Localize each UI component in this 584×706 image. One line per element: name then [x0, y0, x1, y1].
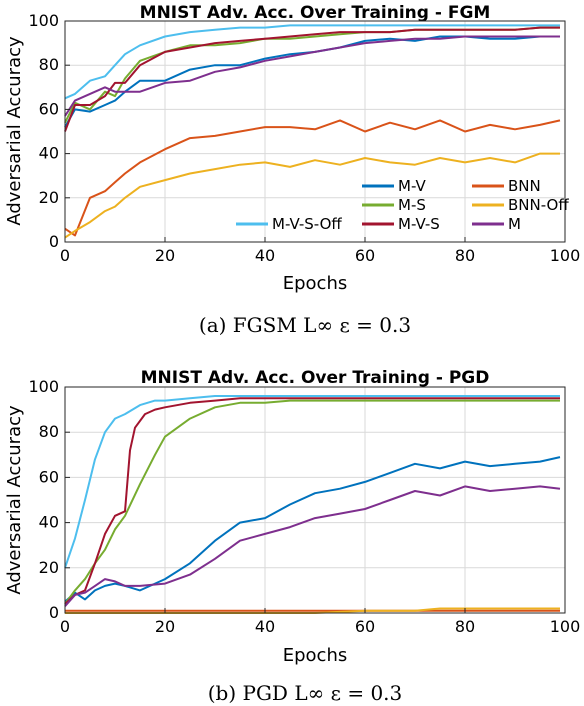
y-tick-label: 40: [39, 513, 59, 532]
y-tick-label: 40: [39, 144, 59, 163]
plot-frame: [64, 20, 566, 243]
series-line-m-s: [64, 399, 560, 605]
x-tick-label: 0: [60, 246, 70, 265]
x-axis-label: Epochs: [283, 645, 348, 666]
y-tick-label: 60: [39, 99, 59, 118]
y-tick-label: 80: [39, 422, 59, 441]
series-line-m-v: [64, 35, 560, 128]
y-tick-label: 100: [28, 377, 59, 396]
series-line-m-v: [64, 456, 561, 603]
x-tick-label: 40: [255, 617, 275, 636]
y-axis-label: Adversarial Accuracy: [4, 405, 25, 595]
legend-label: BNN-Off: [508, 196, 569, 214]
legend-label: M: [508, 215, 521, 233]
legend-label: M-V-S: [398, 215, 440, 233]
y-tick-label: 0: [49, 603, 59, 622]
x-ticks: 0 20 40 60 80 100: [60, 608, 580, 636]
series-line-m-v-s-off: [64, 24, 560, 100]
x-tick-label: 60: [355, 617, 375, 636]
legend-label: BNN: [508, 177, 541, 195]
x-tick-label: 20: [155, 617, 175, 636]
x-tick-label: 40: [255, 246, 275, 265]
y-tick-label: 100: [28, 11, 59, 30]
caption-a: (a) FGSM L∞ ε = 0.3: [199, 313, 411, 337]
series-line-m: [64, 485, 561, 607]
series-line-m-v-s-off: [64, 395, 560, 569]
x-tick-label: 100: [550, 246, 581, 265]
chart-fgm: MNIST Adv. Acc. Over Training - FGM 0 20 4…: [4, 3, 580, 294]
legend-label: M-S: [398, 196, 426, 214]
x-tick-label: 80: [455, 617, 475, 636]
series-lines: [64, 24, 561, 239]
series-line-bnn-off: [64, 152, 560, 239]
x-tick-label: 60: [355, 246, 375, 265]
series-line-m-s: [64, 26, 560, 124]
y-ticks: 0 20 40 60 80 100: [28, 377, 70, 622]
grid: [64, 20, 566, 243]
legend: M-V BNN M-S BNN-Off M-V-S-Off M-V-S M: [236, 177, 569, 233]
y-tick-label: 60: [39, 467, 59, 486]
chart-title: MNIST Adv. Acc. Over Training - PGD: [141, 368, 490, 388]
series-line-m: [64, 35, 560, 117]
series-line-m-v-s: [64, 397, 560, 605]
y-tick-label: 20: [39, 558, 59, 577]
x-tick-label: 100: [550, 617, 581, 636]
x-ticks: 0 20 40 60 80 100: [60, 237, 580, 265]
x-tick-label: 20: [155, 246, 175, 265]
y-tick-label: 80: [39, 55, 59, 74]
series-lines: [64, 395, 561, 614]
plot-frame: [64, 386, 566, 614]
series-line-bnn: [64, 119, 561, 237]
legend-label: M-V-S-Off: [272, 215, 342, 233]
x-tick-label: 0: [60, 617, 70, 636]
y-ticks: 0 20 40 60 80 100: [28, 11, 70, 251]
legend-label: M-V: [398, 177, 426, 195]
x-tick-label: 80: [455, 246, 475, 265]
y-axis-label: Adversarial Accuracy: [4, 36, 25, 226]
chart-title: MNIST Adv. Acc. Over Training - FGM: [140, 3, 491, 23]
caption-b: (b) PGD L∞ ε = 0.3: [208, 681, 403, 705]
series-line-m-v-s: [64, 26, 560, 132]
x-axis-label: Epochs: [283, 273, 348, 294]
y-tick-label: 0: [49, 232, 59, 251]
chart-pgd: MNIST Adv. Acc. Over Training - PGD 0 20 4…: [4, 368, 580, 666]
y-tick-label: 20: [39, 188, 59, 207]
